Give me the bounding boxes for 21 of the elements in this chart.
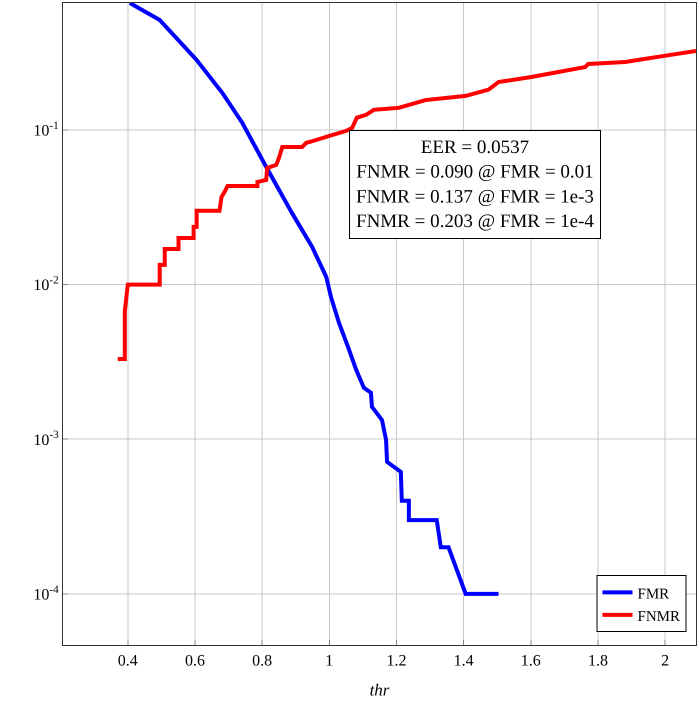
y-tick-label: 10$^{-2}$ xyxy=(33,274,59,294)
line-series xyxy=(116,48,696,362)
x-tick-label: 0.8 xyxy=(252,652,272,670)
y-tick-label: 10$^{-3}$ xyxy=(33,429,60,449)
legend-label: FNMR xyxy=(638,608,680,625)
x-tick-label: 1.6 xyxy=(520,652,541,670)
x-tick-label: 1.2 xyxy=(386,652,406,670)
y-tick-label: 10$^{-1}$ xyxy=(33,120,59,140)
x-tick-label: 0.4 xyxy=(118,652,138,670)
annotation: FNMR = 0.203 @ FMR = 1e-4 xyxy=(356,211,594,232)
x-tick-label: 1.8 xyxy=(588,652,608,670)
x-axis-title: thr xyxy=(370,680,390,700)
annotation: FNMR = 0.090 @ FMR = 0.01 xyxy=(356,162,594,183)
annotation: EER = 0.0537 xyxy=(420,137,530,158)
x-tick-label: 2 xyxy=(661,652,670,670)
x-tick-label: 1.4 xyxy=(454,652,474,670)
annotation: FNMR = 0.137 @ FMR = 1e-3 xyxy=(356,186,594,208)
y-tick-label: 10$^{-4}$ xyxy=(33,584,60,604)
x-tick-label: 0.6 xyxy=(184,652,205,670)
legend-label: FMR xyxy=(638,586,670,602)
x-tick-label: 1 xyxy=(325,652,334,670)
